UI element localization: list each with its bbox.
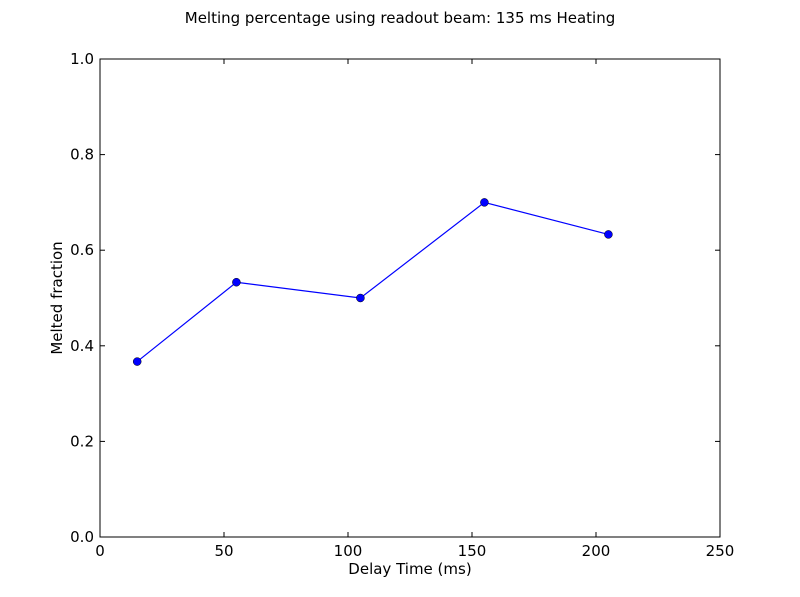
y-tick-label: 1.0 <box>70 50 94 68</box>
y-tick-label: 0.2 <box>70 432 94 450</box>
x-tick-label: 50 <box>214 542 233 560</box>
series-layer <box>132 198 613 366</box>
y-tick-label: 0.0 <box>70 528 94 546</box>
data-point <box>132 357 142 366</box>
x-axis: 0 50 100 150 200 250 <box>95 59 734 560</box>
x-tick-label: 150 <box>458 542 487 560</box>
x-tick-label: 100 <box>334 542 363 560</box>
data-point <box>604 230 613 239</box>
plot-area <box>99 58 721 538</box>
x-tick-label: 0 <box>95 542 105 560</box>
chart-title: Melting percentage using readout beam: 1… <box>185 9 616 27</box>
y-tick-label: 0.8 <box>70 146 94 164</box>
y-axis: 0.0 0.2 0.4 0.6 0.8 1.0 <box>70 50 720 546</box>
y-tick-label: 0.4 <box>70 337 94 355</box>
y-axis-label: Melted fraction <box>48 241 66 354</box>
x-tick-label: 200 <box>582 542 611 560</box>
data-point <box>232 277 241 287</box>
x-axis-label: Delay Time (ms) <box>348 560 471 578</box>
data-point <box>356 293 365 303</box>
data-point <box>480 198 489 207</box>
x-tick-label: 250 <box>706 542 735 560</box>
y-tick-label: 0.6 <box>70 241 94 259</box>
